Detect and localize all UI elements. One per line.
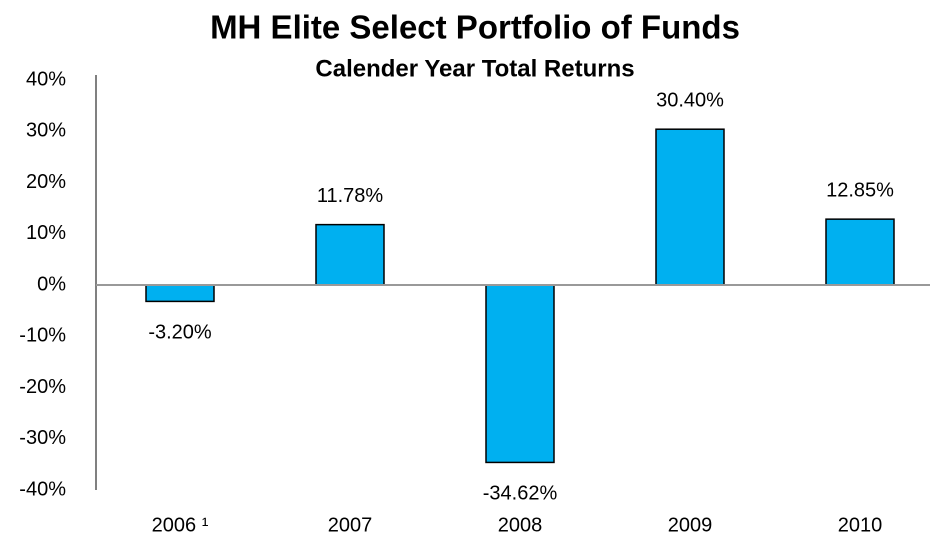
y-tick-label: 10% <box>26 222 66 244</box>
y-tick-label: -30% <box>19 427 66 449</box>
data-label: 11.78% <box>317 185 384 207</box>
bar <box>485 284 555 464</box>
y-tick-label: -20% <box>19 376 66 398</box>
y-tick-label: 30% <box>26 120 66 142</box>
y-tick-label: 0% <box>37 273 66 295</box>
bar <box>655 128 725 286</box>
data-label: -34.62% <box>483 483 558 505</box>
y-tick-label: -40% <box>19 478 66 500</box>
y-tick-label: -10% <box>19 325 66 347</box>
x-tick-label: 2006 ¹ <box>152 514 209 536</box>
data-label: 30.40% <box>656 89 724 111</box>
bar <box>825 218 895 286</box>
bar <box>315 223 385 286</box>
x-tick-label: 2008 <box>498 514 543 536</box>
y-tick-label: 40% <box>26 68 66 90</box>
bar <box>145 284 215 303</box>
x-tick-label: 2009 <box>668 514 713 536</box>
data-label: -3.20% <box>148 322 212 344</box>
chart-title: MH Elite Select Portfolio of Funds <box>210 9 740 46</box>
data-label: 12.85% <box>826 179 894 201</box>
x-tick-label: 2010 <box>838 514 883 536</box>
x-tick-label: 2007 <box>328 514 373 536</box>
y-tick-label: 20% <box>26 171 66 193</box>
chart-subtitle: Calender Year Total Returns <box>315 55 634 82</box>
